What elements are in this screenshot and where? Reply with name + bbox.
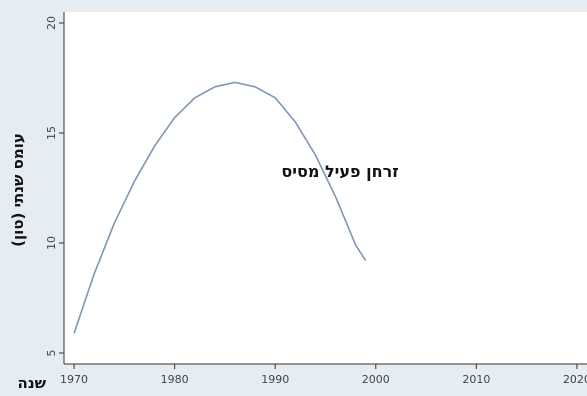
- y-axis-title: עומס שנתי (טון): [9, 133, 27, 247]
- y-tick-label: 20: [45, 16, 58, 30]
- x-tick-label: 2010: [462, 373, 490, 386]
- series-annotation: זרחן פעיל מסיס: [281, 162, 398, 181]
- x-axis-title: שנה: [18, 374, 47, 392]
- x-tick-label: 1980: [161, 373, 189, 386]
- x-tick-label: 2000: [362, 373, 390, 386]
- y-tick-label: 10: [45, 236, 58, 250]
- data-marks: [73, 81, 367, 334]
- axes: 1970 1980 1990 2000 2010 2020 5 10 15 20: [45, 12, 587, 386]
- y-tick-label: 5: [45, 350, 58, 357]
- y-tick-label: 15: [45, 126, 58, 140]
- x-tick-label: 1990: [261, 373, 289, 386]
- x-tick-label: 1970: [60, 373, 88, 386]
- plot-area: [64, 12, 587, 364]
- series-line: [73, 81, 367, 334]
- x-tick-label: 2020: [563, 373, 587, 386]
